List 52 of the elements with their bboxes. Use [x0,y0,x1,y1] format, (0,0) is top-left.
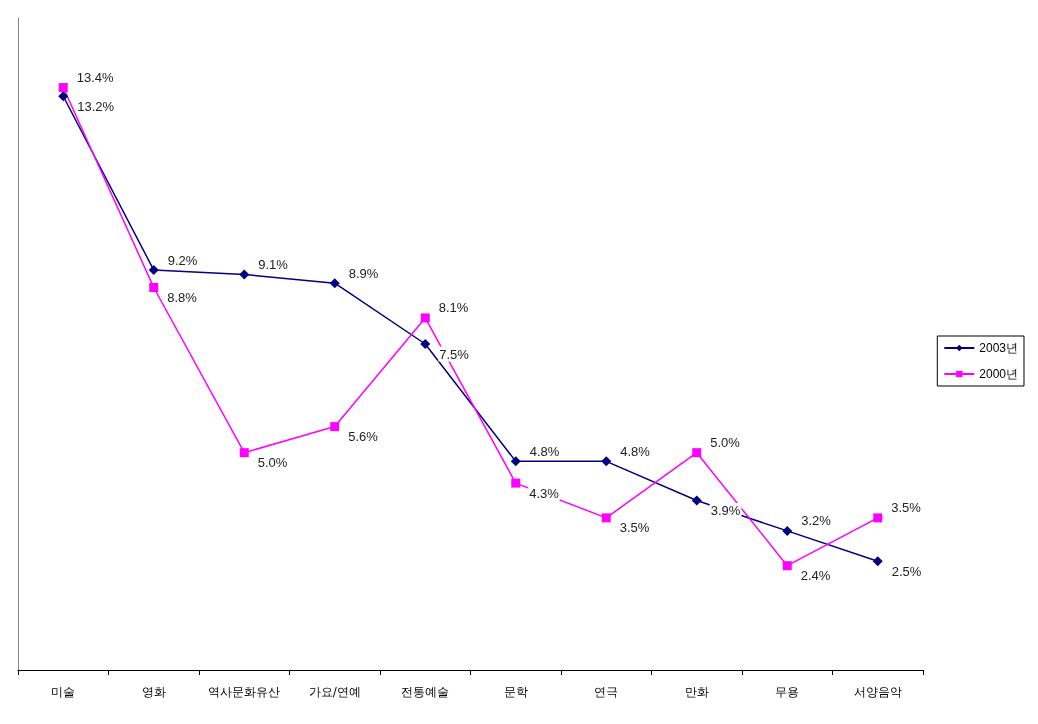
point [601,513,611,523]
x-tick-label: 만화 [684,685,709,699]
data-label: 5.0% [710,435,741,451]
data-label: 9.2% [167,252,198,268]
x-tick-label: 전통예술 [401,685,450,699]
point [510,456,521,467]
point [782,561,792,571]
x-tick-label: 무용 [775,685,800,699]
x-tick-label: 가요/연예 [308,685,361,699]
data-label: 9.1% [258,256,289,272]
data-label: 5.0% [257,455,288,471]
x-tick-label: 미술 [51,685,76,699]
legend-label: 2000년 [979,367,1019,381]
x-tick-label: 연극 [594,685,619,699]
data-label: 2.4% [800,568,831,584]
data-label: 8.9% [348,265,379,281]
data-label: 3.5% [619,520,650,536]
data-label: 4.8% [620,443,651,459]
data-label: 8.8% [167,289,198,305]
data-label: 3.9% [710,502,741,518]
point [782,525,793,536]
data-label: 5.6% [348,429,379,445]
x-tick-label: 역사문화유산 [208,685,281,699]
point [329,278,340,289]
point [601,456,612,467]
data-label: 3.2% [801,513,832,529]
point [692,448,702,458]
x-tick-label: 문학 [503,685,528,699]
point [148,265,159,276]
data-label: 13.4% [76,70,115,86]
data-label: 3.5% [891,500,922,516]
point [239,269,250,280]
point [149,282,159,292]
data-label: 7.5% [439,346,470,362]
x-tick-label: 서양음악 [853,685,902,699]
point [691,495,702,506]
data-label: 4.3% [529,485,560,501]
point [58,91,69,102]
x-tick-label: 영화 [141,685,166,699]
point [873,513,883,523]
legend-label: 2003년 [979,341,1019,355]
point [872,556,883,567]
point [58,83,68,93]
data-label: 8.1% [438,300,469,316]
point [511,478,521,488]
data-label: 2.5% [891,563,922,579]
point [420,313,430,323]
point [330,422,340,432]
point [239,448,249,458]
data-label: 13.2% [77,98,115,114]
point [420,339,431,349]
data-label: 4.8% [529,443,560,459]
